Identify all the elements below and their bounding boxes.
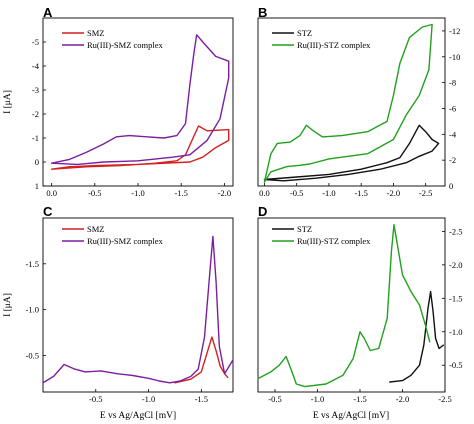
y-tick-label: -2.5: [449, 226, 462, 236]
panel-a: A 0.0 -0.5 -1.0 -1.5 -2.0 1 0 -1 -2 -3 -4 -5 SMZ Ru…: [32, 5, 234, 198]
x-tick-label: -1.0: [322, 188, 335, 198]
legend-label-smz: SMZ: [87, 224, 104, 234]
y-tick-label: 0: [449, 181, 453, 191]
series-line-ru-iii-smz-complex: [50, 34, 230, 166]
series-line-stz: [389, 290, 444, 383]
y-tick-label: -12: [449, 26, 460, 36]
y-tick-label: -4: [32, 61, 40, 71]
x-tick-label: 0.0: [46, 188, 57, 198]
legend-label-smz: SMZ: [87, 28, 104, 38]
x-tick-label: -2.0: [387, 188, 400, 198]
panel-a-legend: SMZ Ru(III)-SMZ complex: [62, 28, 164, 50]
panel-c-ticks: -0.5 -1.0 -1.5 -0.5 -1.0 -1.5: [26, 259, 209, 404]
y-tick-label: -5: [32, 37, 39, 47]
series-line-stz: [263, 124, 440, 182]
legend-label-ru-smz: Ru(III)-SMZ complex: [87, 40, 164, 50]
y-tick-label: -0.5: [449, 360, 462, 370]
panel-a-letter: A: [43, 5, 53, 20]
x-tick-label: -1.0: [131, 188, 144, 198]
y-tick-label: 1: [35, 181, 39, 191]
x-tick-label: -0.5: [290, 188, 303, 198]
panel-c-legend: SMZ Ru(III)-SMZ complex: [62, 224, 164, 246]
y-tick-label: -10: [449, 52, 460, 62]
y-tick-label: -6: [449, 103, 456, 113]
x-tick-label: 0.0: [259, 188, 270, 198]
panel-d-letter: D: [258, 204, 267, 219]
x-axis-title-left: E vs Ag/AgCl [mV]: [100, 411, 176, 421]
x-tick-label: -1.5: [174, 188, 187, 198]
y-tick-label: 0: [35, 157, 39, 167]
y-tick-label: -1.5: [449, 293, 462, 303]
panel-c-frame: [42, 217, 234, 393]
series-line-smz: [174, 336, 229, 384]
x-axis-title-right: E vs Ag/AgCl [mV]: [313, 411, 389, 421]
panel-b-frame: [257, 17, 446, 187]
x-tick-label: -1.0: [142, 394, 155, 404]
panel-d-legend: STZ Ru(III)-STZ complex: [272, 224, 371, 246]
panel-b: B 0.0 -0.5 -1.0 -1.5 -2.0 -2.5 0 -2 -4 -6 -8 -10 -12…: [257, 5, 460, 198]
panel-d-ticks: -0.5 -1.0 -1.5 -2.0 -2.5 -0.5 -1.0 -1.5 -2.0 -2.5: [268, 226, 462, 404]
x-tick-label: -1.5: [195, 394, 208, 404]
y-tick-label: -1.0: [449, 327, 462, 337]
y-axis-title-bottom: I [μA]: [3, 293, 13, 317]
legend-label-ru-stz: Ru(III)-STZ complex: [297, 40, 371, 50]
panel-b-series: [263, 23, 440, 183]
y-tick-label: -2: [32, 109, 39, 119]
y-tick-label: -1.5: [26, 259, 39, 269]
panel-b-letter: B: [258, 5, 267, 20]
panel-b-legend: STZ Ru(III)-STZ complex: [272, 28, 371, 50]
panel-d-frame: [257, 217, 446, 393]
series-line-ru-iii-stz-complex: [263, 23, 433, 183]
legend-label-stz: STZ: [297, 28, 312, 38]
x-tick-label: -1.5: [353, 394, 366, 404]
y-tick-label: -3: [32, 85, 39, 95]
x-tick-label: -2.0: [396, 394, 409, 404]
series-line-ru-iii-smz-complex: [42, 235, 234, 384]
panel-a-ticks: 0.0 -0.5 -1.0 -1.5 -2.0 1 0 -1 -2 -3 -4 -5: [32, 37, 231, 198]
x-tick-label: -0.5: [88, 188, 101, 198]
y-tick-label: -0.5: [26, 350, 39, 360]
panel-c-series: [42, 235, 234, 384]
x-tick-label: -2.5: [419, 188, 432, 198]
x-tick-label: -0.5: [268, 394, 281, 404]
legend-label-ru-stz: Ru(III)-STZ complex: [297, 236, 371, 246]
legend-label-stz: STZ: [297, 224, 312, 234]
y-tick-label: -8: [449, 78, 456, 88]
y-tick-label: -2: [449, 155, 456, 165]
y-tick-label: -2.0: [449, 260, 462, 270]
panel-b-ticks: 0.0 -0.5 -1.0 -1.5 -2.0 -2.5 0 -2 -4 -6 -8 -10 -12: [259, 26, 460, 198]
panel-d-series: [257, 224, 444, 388]
y-tick-label: -1.0: [26, 305, 39, 315]
legend-label-ru-smz: Ru(III)-SMZ complex: [87, 236, 164, 246]
x-tick-label: -1.5: [354, 188, 367, 198]
y-axis-title-top: I [μA]: [3, 90, 13, 114]
x-tick-label: -2.5: [438, 394, 451, 404]
series-line-ru-iii-stz-complex: [257, 224, 431, 388]
x-tick-label: -0.5: [89, 394, 102, 404]
y-tick-label: -1: [32, 133, 39, 143]
y-tick-label: -4: [449, 129, 457, 139]
panel-c-letter: C: [43, 204, 53, 219]
x-tick-label: -1.0: [311, 394, 324, 404]
panel-c: C -0.5 -1.0 -1.5 -0.5 -1.0 -1.5 SMZ Ru(III)-S…: [26, 204, 234, 404]
panel-a-series: [50, 34, 230, 170]
x-tick-label: -2.0: [218, 188, 231, 198]
series-line-smz: [50, 125, 230, 170]
panel-d: D -0.5 -1.0 -1.5 -2.0 -2.5 -0.5 -1.0 -1.5 -2.0 -2…: [257, 204, 462, 404]
